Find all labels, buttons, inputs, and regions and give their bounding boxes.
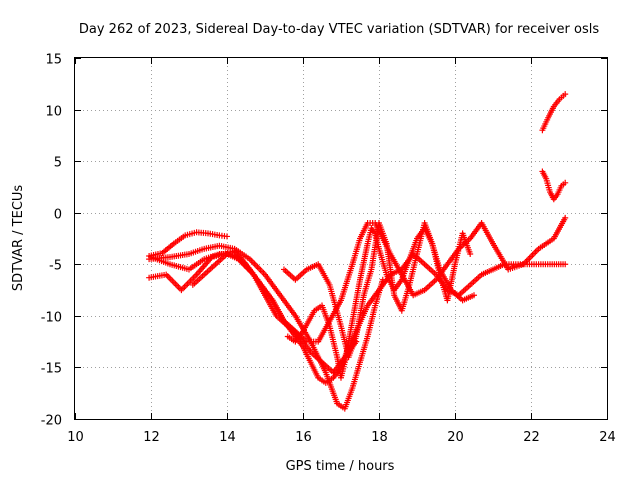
axis-ticks — [75, 58, 608, 420]
y-tick-label: -15 — [41, 362, 62, 377]
y-axis-label: SDTVAR / TECUs — [11, 185, 26, 292]
y-tick-label: -20 — [41, 414, 62, 429]
data-point — [562, 261, 569, 268]
data-point — [467, 250, 474, 257]
y-tick-label: 0 — [54, 208, 62, 223]
series-track-9 — [539, 168, 569, 203]
series-track-8 — [539, 91, 569, 134]
data-point — [224, 233, 230, 240]
y-tick-label: -10 — [41, 311, 62, 326]
grid-lines — [75, 58, 607, 419]
y-tick-label: 15 — [45, 53, 62, 68]
data-point — [562, 179, 569, 186]
y-axis-tick-labels: 15 10 5 0 -5 -10 -15 -20 — [41, 53, 62, 429]
x-tick-label: 24 — [599, 430, 616, 445]
x-tick-label: 16 — [295, 430, 312, 445]
data-point — [562, 91, 569, 98]
x-axis-tick-labels: 10 12 14 16 18 20 22 24 — [67, 430, 616, 445]
data-point — [471, 292, 477, 299]
chart-title: Day 262 of 2023, Sidereal Day-to-day VTE… — [79, 22, 599, 37]
x-axis-label: GPS time / hours — [286, 459, 395, 474]
y-tick-label: -5 — [49, 259, 62, 274]
series-track-7 — [284, 225, 477, 381]
x-tick-label: 10 — [67, 430, 84, 445]
y-tick-label: 10 — [45, 105, 62, 120]
y-tick-label: 5 — [54, 156, 62, 171]
series-track-5 — [189, 250, 569, 376]
x-tick-label: 14 — [219, 430, 236, 445]
plot-frame — [74, 57, 608, 420]
data-markers — [146, 91, 569, 412]
data-point — [562, 214, 569, 221]
x-tick-label: 22 — [523, 430, 540, 445]
series-track-3 — [146, 242, 386, 412]
x-tick-label: 18 — [371, 430, 388, 445]
x-tick-label: 20 — [447, 430, 464, 445]
x-tick-label: 12 — [143, 430, 160, 445]
